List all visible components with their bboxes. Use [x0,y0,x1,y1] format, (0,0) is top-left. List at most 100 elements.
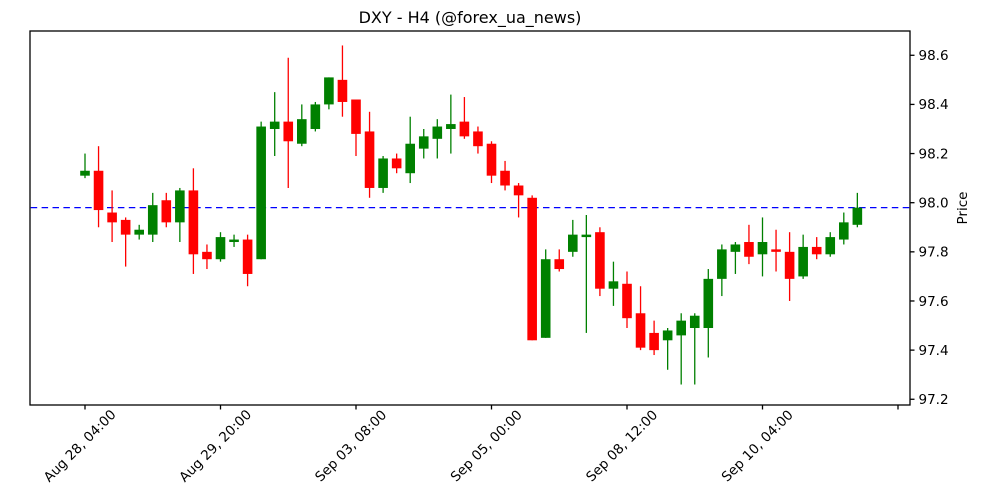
candle-body [188,190,199,255]
candle-body [825,237,836,255]
candle [513,183,524,218]
candle-body [364,131,375,188]
candle [405,116,415,184]
candle-body [351,99,361,134]
plot-border [29,30,911,406]
candle [351,99,361,157]
candle [120,217,131,267]
candle-body [649,332,659,351]
candle-series [80,45,863,385]
x-tick-label: Sep 08, 12:00 [583,407,661,485]
candle [391,153,402,174]
candle [364,111,375,198]
candle-body [513,185,524,196]
candle-body [581,234,592,238]
candle-body [229,239,239,243]
candle [568,219,578,257]
candle [744,224,754,265]
candle-body [771,249,781,252]
candle [256,121,266,260]
candle-body [568,234,578,252]
candle [134,224,144,240]
candle [757,217,768,277]
candle [730,242,741,274]
y-axis-label: Price [955,191,971,225]
candle [717,244,727,297]
candle [784,232,795,301]
candle [622,271,632,329]
candle-body [215,237,226,260]
candle [459,97,470,139]
candle-body [269,121,280,129]
candle-body [134,229,144,235]
candle [432,119,443,159]
candle-body [120,219,131,235]
candle-body [310,104,321,129]
candle [839,212,849,245]
candle-body [107,212,117,223]
y-tick-label: 97.6 [919,294,949,310]
candle [473,126,483,154]
candle-body [662,330,673,341]
candle-body [242,239,253,274]
candle-body [175,190,185,223]
candle [80,153,90,179]
y-tick-label: 98.2 [919,146,949,162]
candle-body [324,77,334,105]
y-tick-label: 98.6 [919,48,949,64]
y-tick-label: 97.2 [919,392,949,408]
candle-body [730,244,741,252]
candle-body [378,158,388,188]
candle [147,192,158,243]
y-tick-label: 97.8 [919,245,949,261]
candle [689,313,700,385]
candle-body [676,320,686,336]
y-tick-label: 98.0 [919,196,949,212]
candle [188,168,199,274]
candle [269,92,280,157]
candle-body [811,246,822,255]
candle [283,57,294,188]
candle-body [757,242,768,255]
candle [93,146,104,228]
candle [852,192,863,228]
candle [581,214,592,333]
candle [500,160,510,191]
candle [825,232,836,257]
candle-body [93,170,104,211]
candle-body [717,249,727,279]
candle [798,234,808,279]
candle [446,94,456,154]
y-tick-label: 97.4 [919,343,949,359]
x-axis: Aug 28, 04:00 Aug 29, 20:00 Sep 03, 08:00 S… [41,405,899,486]
candle [175,187,185,243]
candle-body [798,246,808,277]
candle [161,192,172,228]
candle-body [839,222,849,240]
candle-body [405,143,415,174]
y-axis: 98.6 98.4 98.2 98.0 97.8 97.6 97.4 97.2 [910,48,949,408]
candle-body [256,126,266,260]
candle [337,45,348,117]
candle-body [473,131,483,147]
candle-body [608,281,619,289]
candle [229,234,239,247]
candle [486,141,497,184]
candle-body [432,126,443,139]
candle [107,190,117,243]
candle [649,320,659,356]
y-tick-label: 98.4 [919,97,949,113]
candle-body [852,207,863,225]
candle [310,101,321,132]
candle [703,269,714,358]
candle [202,244,212,270]
candle-body [703,278,714,329]
candle-body [80,170,90,176]
candle [378,156,388,193]
candle-body [689,315,700,329]
candle-body [459,121,470,137]
candle-body [283,121,294,142]
candle-body [161,200,172,223]
